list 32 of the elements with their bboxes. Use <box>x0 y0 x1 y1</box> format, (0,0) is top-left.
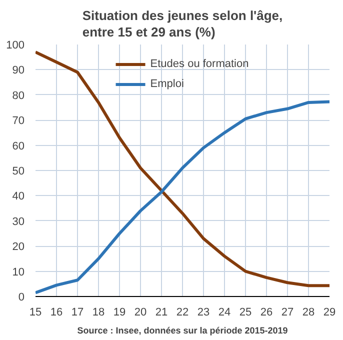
source-note: Source : Insee, données sur la période 2015-2019 <box>77 326 288 336</box>
x-tick-label: 25 <box>239 306 252 318</box>
line-series <box>36 50 330 288</box>
x-tick-label: 22 <box>176 306 189 318</box>
y-tick-label: 0 <box>18 292 25 304</box>
y-tick-label: 100 <box>6 40 25 52</box>
y-tick-label: 90 <box>12 64 25 77</box>
x-tick-label: 27 <box>281 306 294 318</box>
x-tick-label: 15 <box>29 306 42 318</box>
x-tick-label: 21 <box>155 306 168 318</box>
x-tick-label: 17 <box>71 306 84 318</box>
y-tick-label: 50 <box>12 166 25 178</box>
x-tick-label: 29 <box>323 306 336 318</box>
x-tick-label: 24 <box>218 306 231 318</box>
y-tick-label: 10 <box>12 266 25 278</box>
legend-label: Etudes ou formation <box>150 58 249 70</box>
y-tick-label: 70 <box>12 115 25 128</box>
x-tick-label: 26 <box>260 306 273 318</box>
chart-title: Situation des jeunes selon l'âge, entre 15 et 29 ans (%) <box>82 8 283 40</box>
x-tick-label: 19 <box>113 306 126 318</box>
x-tick-label: 28 <box>302 306 315 318</box>
legend-label: Emploi <box>150 78 184 90</box>
y-tick-label: 30 <box>12 216 25 228</box>
y-tick-label: 40 <box>12 190 25 203</box>
x-tick-label: 18 <box>92 306 105 318</box>
y-tick-label: 80 <box>12 90 25 102</box>
y-tick-label: 20 <box>12 241 25 254</box>
line-series <box>36 100 330 294</box>
x-tick-label: 20 <box>134 306 147 318</box>
x-tick-label: 23 <box>197 306 210 318</box>
y-tick-label: 60 <box>12 140 25 152</box>
x-tick-label: 16 <box>50 306 63 318</box>
